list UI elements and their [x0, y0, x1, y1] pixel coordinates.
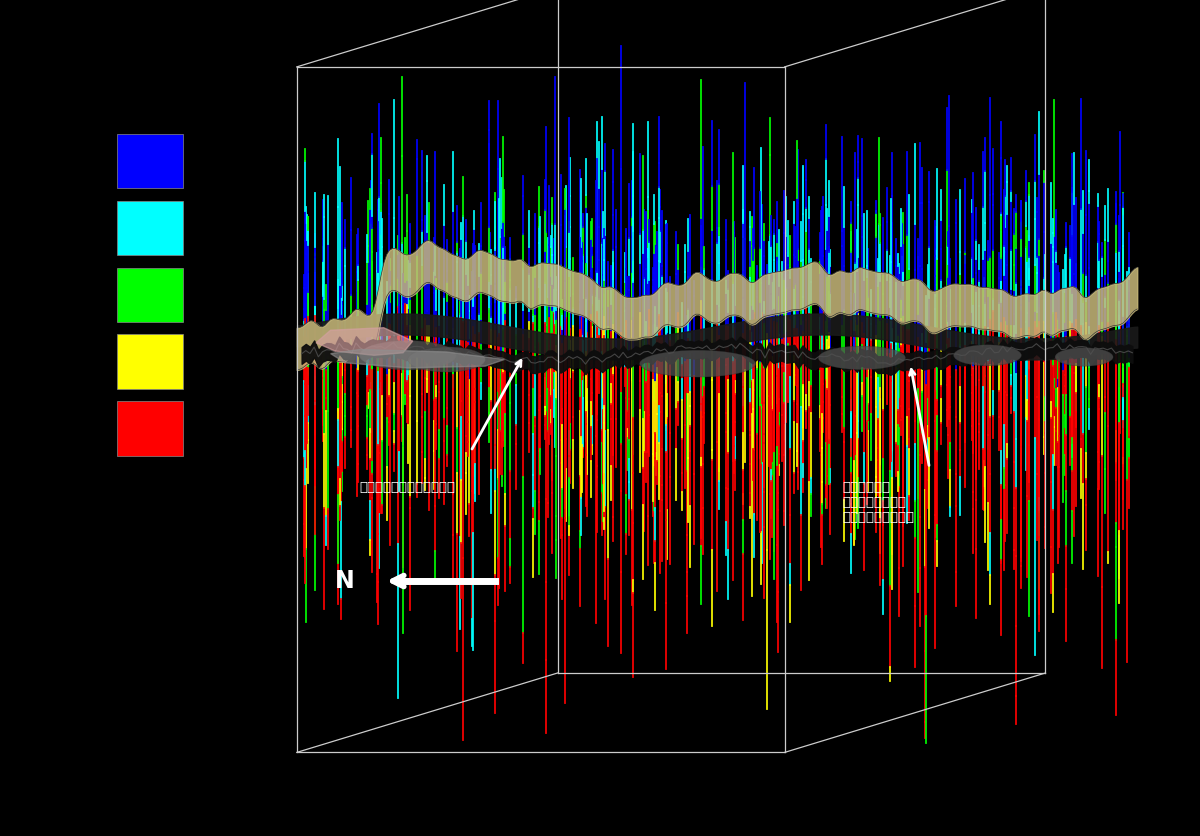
Ellipse shape [640, 350, 756, 377]
Bar [118, 201, 182, 255]
Text: 41～50: 41～50 [19, 421, 66, 436]
Bar [118, 134, 182, 188]
Ellipse shape [818, 346, 905, 370]
Text: N値の凡例: N値の凡例 [24, 120, 82, 139]
Text: 21～30: 21～30 [19, 288, 66, 302]
Ellipse shape [1055, 348, 1114, 366]
Ellipse shape [408, 347, 485, 372]
Bar [118, 268, 182, 322]
Text: N: N [335, 569, 355, 593]
Text: 台地の下にも
谷を埋めるように
軟らかい地層が分布: 台地の下にも 谷を埋めるように 軟らかい地層が分布 [842, 481, 914, 523]
Text: 軟: 軟 [204, 154, 212, 168]
Polygon shape [316, 328, 413, 355]
Text: 11～10: 11～10 [19, 221, 66, 235]
Ellipse shape [954, 345, 1021, 366]
Bar [118, 401, 182, 456]
Ellipse shape [360, 341, 456, 370]
Text: 31～40: 31～40 [19, 354, 66, 369]
Bar [118, 334, 182, 389]
Text: 台地の下の比較的固い地層: 台地の下の比較的固い地層 [360, 481, 456, 494]
Text: 0～10: 0～10 [19, 154, 56, 168]
Text: 固: 固 [204, 421, 212, 436]
Polygon shape [331, 349, 504, 368]
